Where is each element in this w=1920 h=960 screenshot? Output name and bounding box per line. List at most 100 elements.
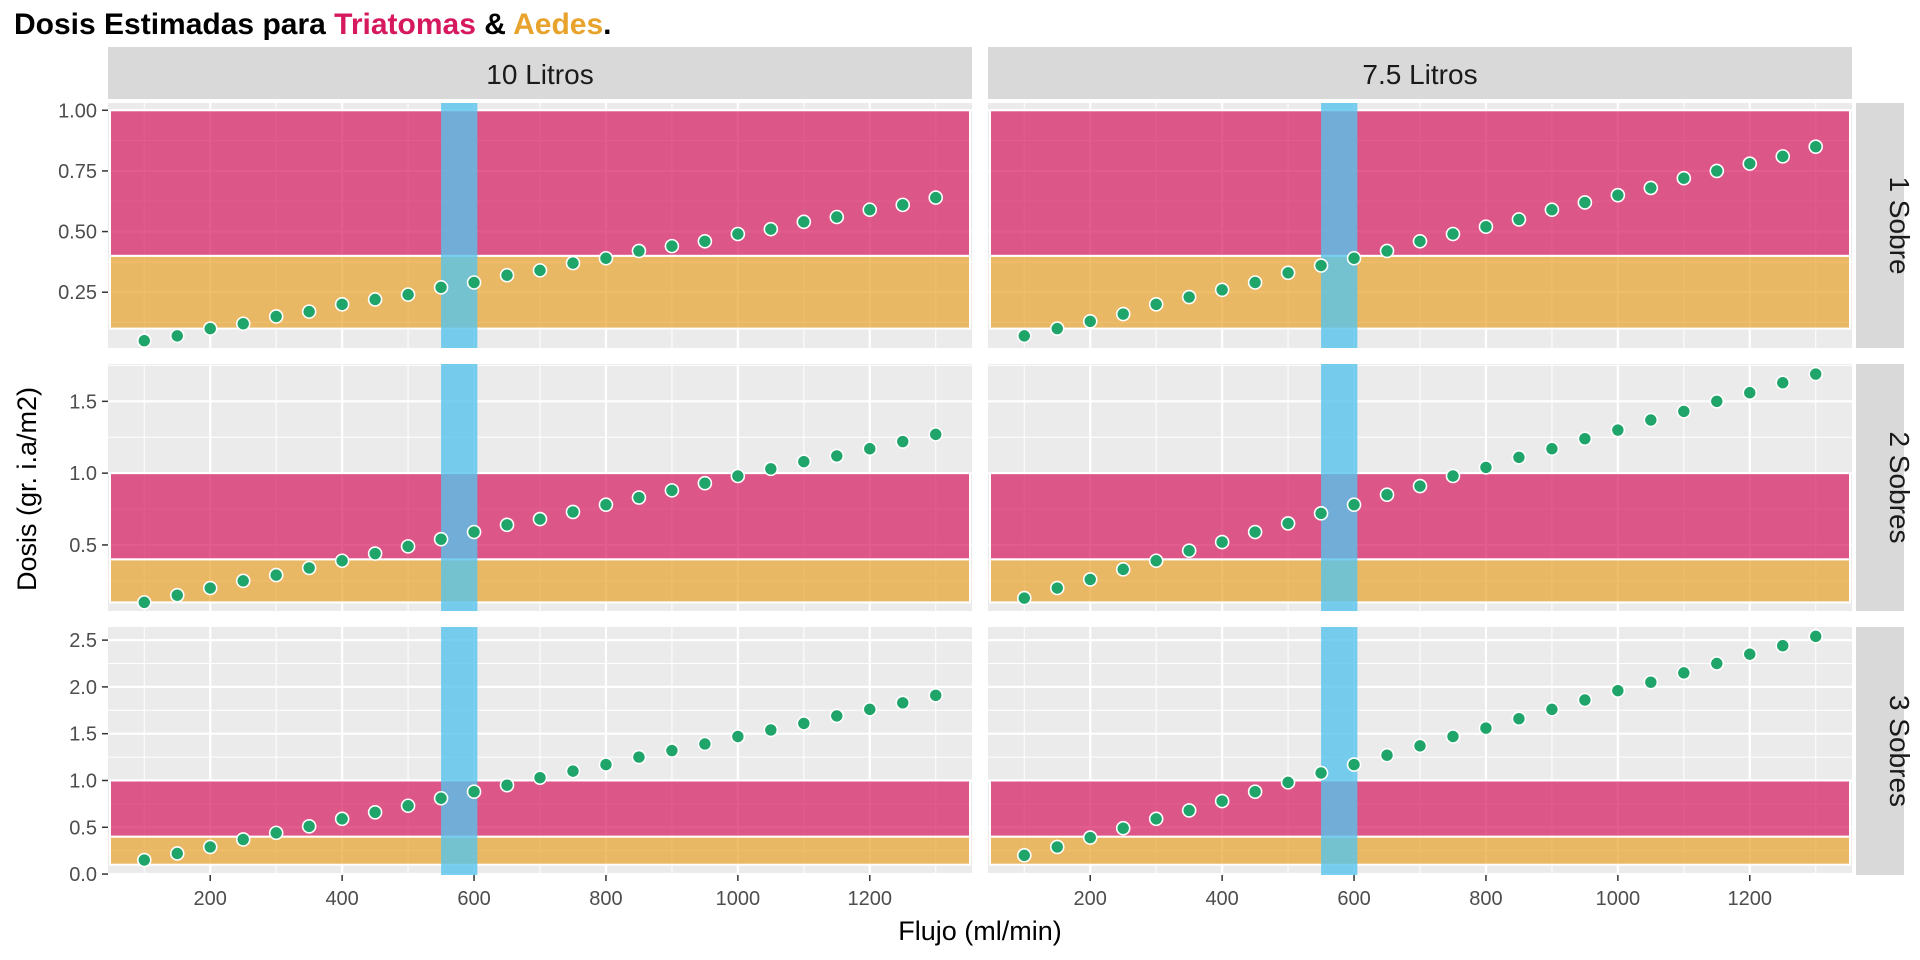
- x-tick-label: 1200: [848, 888, 893, 910]
- data-point: [1049, 580, 1065, 596]
- data-point: [1676, 404, 1692, 419]
- flow-range-band: [441, 627, 478, 875]
- data-point: [268, 567, 284, 583]
- data-point: [598, 757, 614, 772]
- data-point: [466, 524, 482, 540]
- data-point: [1709, 656, 1725, 671]
- data-point: [1445, 468, 1461, 484]
- y-tick-label: 2.5: [69, 630, 97, 652]
- panel-1-1: [988, 364, 1852, 611]
- aedes-band: [989, 835, 1851, 866]
- title-suffix: .: [603, 8, 612, 41]
- data-point: [1280, 775, 1296, 790]
- data-point: [565, 504, 581, 520]
- flow-range-band: [441, 103, 478, 348]
- data-point: [433, 790, 449, 806]
- panel-2-1: [988, 627, 1852, 876]
- flow-range-band: [1321, 627, 1358, 875]
- data-point: [1016, 328, 1032, 344]
- panel-2-0: [108, 627, 972, 876]
- y-tick-label: 1.00: [58, 100, 97, 122]
- data-point: [1709, 394, 1725, 409]
- data-point: [499, 517, 515, 533]
- data-point: [730, 226, 746, 242]
- data-point: [697, 475, 713, 491]
- data-point: [1280, 265, 1296, 281]
- data-point: [433, 280, 449, 295]
- data-point: [367, 292, 383, 307]
- data-point: [1643, 674, 1659, 690]
- data-point: [1511, 212, 1527, 227]
- data-point: [400, 287, 416, 302]
- data-point: [664, 238, 680, 254]
- data-point: [1445, 729, 1461, 744]
- data-point: [1148, 553, 1164, 569]
- data-point: [532, 263, 548, 278]
- x-tick-label: 800: [1469, 888, 1502, 910]
- data-point: [499, 267, 515, 283]
- data-point: [136, 852, 152, 868]
- data-point: [1577, 195, 1593, 210]
- data-point: [1082, 572, 1098, 587]
- data-point: [1412, 478, 1428, 494]
- column-strip: [108, 47, 972, 99]
- column-strip-label: 7.5 Litros: [1362, 59, 1477, 90]
- data-point: [763, 722, 779, 738]
- data-point: [400, 798, 416, 814]
- data-point: [1214, 282, 1230, 298]
- data-point: [169, 587, 185, 603]
- data-point: [1742, 156, 1758, 171]
- data-point: [1742, 646, 1758, 662]
- x-tick-label: 800: [589, 888, 622, 910]
- data-point: [631, 490, 647, 505]
- data-point: [202, 580, 218, 596]
- data-point: [1379, 747, 1395, 763]
- data-point: [1280, 516, 1296, 531]
- flow-range-band: [441, 364, 478, 611]
- data-point: [1247, 524, 1263, 540]
- data-point: [1181, 803, 1197, 818]
- data-point: [730, 468, 746, 484]
- data-point: [1544, 441, 1560, 457]
- data-point: [400, 539, 416, 554]
- chart-title: Dosis Estimadas para Triatomas & Aedes.: [14, 8, 612, 42]
- data-point: [631, 243, 647, 259]
- x-tick-label: 600: [457, 888, 490, 910]
- data-point: [730, 729, 746, 744]
- data-point: [532, 770, 548, 785]
- data-point: [697, 233, 713, 249]
- x-tick-label: 200: [194, 888, 227, 910]
- data-point: [796, 454, 812, 469]
- data-point: [1544, 702, 1560, 717]
- data-point: [499, 777, 515, 793]
- data-point: [829, 448, 845, 464]
- data-point: [1247, 275, 1263, 290]
- row-strip: [1856, 627, 1904, 875]
- data-point: [1445, 226, 1461, 242]
- data-point: [235, 316, 251, 332]
- data-point: [1511, 450, 1527, 465]
- data-point: [1544, 202, 1560, 218]
- panel-1-0: [108, 364, 972, 611]
- data-point: [829, 209, 845, 225]
- row-strip: [1856, 364, 1904, 611]
- data-point: [1313, 258, 1329, 273]
- data-point: [1775, 638, 1791, 654]
- triatomas-band: [109, 779, 971, 838]
- data-point: [1214, 793, 1230, 809]
- flow-range-band: [1321, 364, 1358, 611]
- x-tick-label: 1000: [1596, 888, 1641, 910]
- data-point: [433, 531, 449, 547]
- data-point: [235, 573, 251, 589]
- data-point: [928, 688, 944, 703]
- data-point: [1115, 562, 1131, 577]
- x-tick-label: 200: [1074, 888, 1107, 910]
- data-point: [697, 736, 713, 752]
- column-strip: [988, 47, 1852, 99]
- y-axis-title: Dosis (gr. i.a/m2): [12, 387, 42, 591]
- data-point: [763, 461, 779, 477]
- x-tick-label: 1200: [1728, 888, 1773, 910]
- aedes-band: [989, 254, 1851, 330]
- x-tick-label: 600: [1337, 888, 1370, 910]
- data-point: [1808, 629, 1824, 644]
